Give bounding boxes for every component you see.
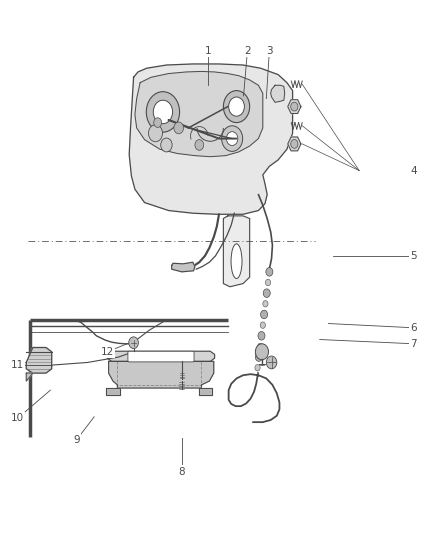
Polygon shape [223, 216, 250, 287]
Text: 5: 5 [410, 251, 417, 261]
Polygon shape [26, 348, 52, 373]
Circle shape [146, 92, 180, 132]
Polygon shape [288, 137, 301, 151]
Circle shape [161, 138, 172, 152]
Text: 12: 12 [101, 347, 114, 357]
Circle shape [222, 126, 243, 151]
Circle shape [266, 356, 277, 369]
Circle shape [291, 140, 298, 148]
Circle shape [258, 343, 263, 350]
Circle shape [195, 140, 204, 150]
Polygon shape [109, 361, 214, 388]
Text: 7: 7 [410, 339, 417, 349]
Text: 8: 8 [178, 467, 185, 477]
Circle shape [265, 279, 271, 286]
Circle shape [261, 310, 268, 319]
Text: 3: 3 [266, 46, 273, 55]
Circle shape [260, 322, 265, 328]
Text: 11: 11 [11, 360, 24, 370]
FancyBboxPatch shape [128, 351, 194, 362]
Text: 10: 10 [11, 414, 24, 423]
Polygon shape [172, 262, 195, 272]
Text: 6: 6 [410, 323, 417, 333]
Polygon shape [107, 351, 215, 361]
Polygon shape [135, 71, 263, 157]
Polygon shape [271, 85, 285, 102]
Text: 1: 1 [205, 46, 212, 55]
Circle shape [148, 125, 162, 142]
Circle shape [255, 365, 260, 371]
Polygon shape [199, 388, 212, 395]
Text: 9: 9 [73, 435, 80, 445]
Circle shape [154, 118, 162, 127]
Circle shape [174, 122, 184, 134]
Polygon shape [129, 64, 293, 214]
Circle shape [255, 353, 262, 361]
Circle shape [255, 344, 268, 360]
Text: 2: 2 [244, 46, 251, 55]
Circle shape [226, 132, 238, 146]
Text: 4: 4 [410, 166, 417, 175]
Circle shape [153, 100, 173, 124]
Circle shape [129, 337, 138, 349]
Polygon shape [288, 100, 301, 114]
Circle shape [229, 97, 244, 116]
Circle shape [291, 102, 298, 111]
Circle shape [258, 332, 265, 340]
Circle shape [266, 268, 273, 276]
Circle shape [263, 289, 270, 297]
Polygon shape [26, 373, 33, 381]
Polygon shape [106, 388, 120, 395]
Circle shape [223, 91, 250, 123]
Ellipse shape [231, 244, 242, 279]
Circle shape [263, 301, 268, 307]
